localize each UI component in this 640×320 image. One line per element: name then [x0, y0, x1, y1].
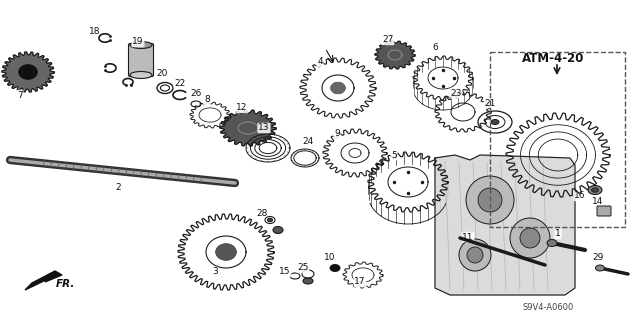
Text: 18: 18	[89, 28, 100, 36]
Circle shape	[466, 176, 514, 224]
Text: 7: 7	[17, 91, 23, 100]
FancyBboxPatch shape	[597, 206, 611, 216]
Polygon shape	[435, 155, 575, 295]
Polygon shape	[375, 41, 415, 69]
Circle shape	[520, 228, 540, 248]
Ellipse shape	[330, 265, 340, 271]
Text: 9: 9	[334, 130, 340, 139]
Text: 1: 1	[555, 229, 561, 238]
Text: 21: 21	[484, 99, 496, 108]
Text: 25: 25	[298, 263, 308, 273]
Circle shape	[459, 239, 491, 271]
Text: 4: 4	[317, 58, 323, 67]
Text: 24: 24	[302, 138, 314, 147]
Ellipse shape	[591, 188, 598, 192]
Polygon shape	[25, 271, 62, 290]
Ellipse shape	[303, 278, 313, 284]
Text: 14: 14	[592, 197, 604, 206]
Text: 27: 27	[382, 36, 394, 44]
Text: 16: 16	[574, 191, 586, 201]
Text: 11: 11	[462, 233, 474, 242]
Circle shape	[467, 247, 483, 263]
Text: 29: 29	[592, 253, 604, 262]
Text: 22: 22	[174, 78, 186, 87]
Text: 8: 8	[204, 95, 210, 105]
Text: ATM-4-20: ATM-4-20	[522, 52, 584, 65]
Text: 26: 26	[190, 90, 202, 99]
Text: FR.: FR.	[56, 279, 76, 289]
Text: 5: 5	[391, 150, 397, 159]
Ellipse shape	[595, 265, 605, 271]
Text: 2: 2	[115, 183, 121, 193]
Text: 23: 23	[451, 89, 461, 98]
Polygon shape	[2, 52, 54, 92]
Ellipse shape	[273, 227, 283, 234]
Polygon shape	[216, 244, 236, 260]
Text: S9V4-A0600: S9V4-A0600	[522, 303, 573, 313]
Ellipse shape	[547, 239, 557, 246]
Text: 20: 20	[156, 68, 168, 77]
Ellipse shape	[130, 71, 152, 78]
Text: 3: 3	[212, 268, 218, 276]
Text: 17: 17	[355, 277, 365, 286]
Ellipse shape	[491, 119, 499, 124]
Polygon shape	[220, 110, 276, 146]
Text: 19: 19	[132, 37, 144, 46]
Ellipse shape	[130, 42, 152, 49]
Bar	[490, 52, 625, 227]
Circle shape	[510, 218, 550, 258]
Text: 15: 15	[279, 268, 291, 276]
Text: 12: 12	[236, 103, 248, 113]
Ellipse shape	[268, 218, 273, 222]
Text: 28: 28	[256, 209, 268, 218]
Text: 6: 6	[432, 43, 438, 52]
Text: 13: 13	[259, 124, 269, 132]
Text: 10: 10	[324, 253, 336, 262]
Polygon shape	[19, 65, 37, 79]
FancyBboxPatch shape	[129, 44, 154, 76]
Polygon shape	[331, 83, 345, 93]
Ellipse shape	[588, 186, 602, 195]
Circle shape	[478, 188, 502, 212]
